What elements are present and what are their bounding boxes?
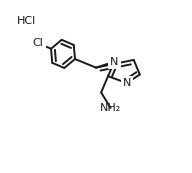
Text: NH₂: NH₂ bbox=[100, 103, 121, 113]
Text: HCl: HCl bbox=[17, 16, 36, 26]
Text: N: N bbox=[123, 78, 131, 88]
Text: Cl: Cl bbox=[33, 38, 43, 48]
Text: N: N bbox=[110, 57, 118, 67]
